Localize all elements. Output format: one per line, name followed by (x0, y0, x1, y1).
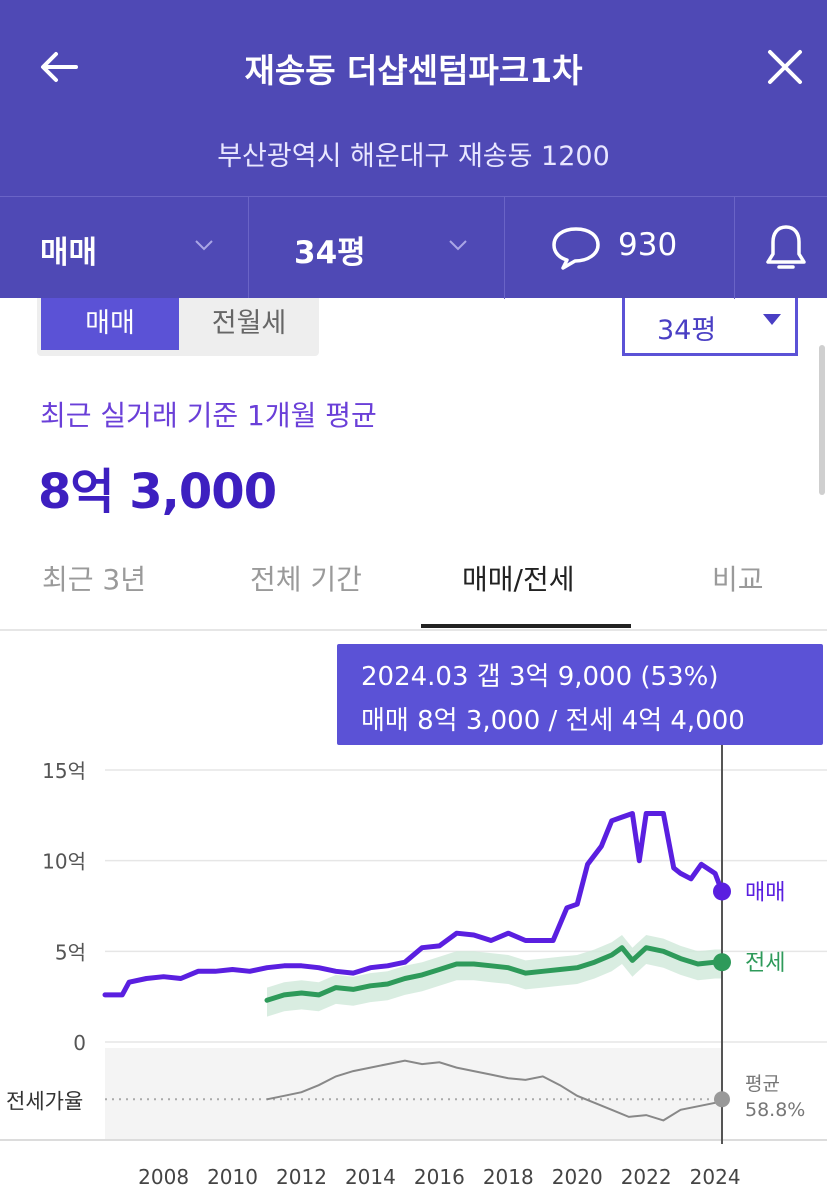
x-tick-label: 2020 (552, 1165, 603, 1189)
x-tick-label: 2010 (207, 1165, 258, 1189)
page-title: 재송동 더샵센텀파크1차 (244, 51, 583, 90)
y-tick-label: 10억 (42, 850, 86, 874)
x-tick-label: 2024 (690, 1165, 741, 1189)
header-bar: 재송동 더샵센텀파크1차 부산광역시 해운대구 재송동 1200 매매 34평 … (0, 0, 827, 299)
tabs-divider (0, 629, 827, 631)
comment-count: 930 (618, 227, 678, 263)
size-dropdown[interactable]: 34평 (248, 197, 505, 299)
x-tick-label: 2018 (483, 1165, 534, 1189)
x-tick-label: 2008 (138, 1165, 189, 1189)
tooltip-price-text: 매매 8억 3,000 / 전세 4억 4,000 (361, 706, 745, 736)
x-tick-label: 2012 (276, 1165, 327, 1189)
chevron-down-icon (195, 240, 213, 251)
jeonse-price-line (264, 945, 725, 1003)
ratio-axis-label: 전세가율 (6, 1089, 83, 1113)
comment-bubble-icon (552, 227, 600, 270)
notification-button[interactable] (734, 197, 827, 299)
y-tick-label: 0 (73, 1031, 86, 1055)
back-arrow-icon[interactable] (36, 44, 82, 90)
tooltip-gap-text: 2024.03 갭 3억 9,000 (53%) (361, 662, 719, 692)
y-tick-label: 5억 (55, 940, 86, 964)
size-select-value: 34평 (657, 315, 717, 346)
sale-series-label: 매매 (745, 880, 785, 905)
chart-tooltip: 2024.03 갭 3억 9,000 (53%) 매매 8억 3,000 / 전… (337, 644, 823, 745)
sale-toggle-button[interactable]: 매매 (41, 298, 179, 350)
tab-full-period[interactable]: 전체 기간 (250, 563, 362, 596)
deal-type-label: 매매 (40, 235, 98, 271)
tab-compare[interactable]: 비교 (712, 563, 764, 596)
x-tick-label: 2014 (345, 1165, 396, 1189)
x-tick-label: 2022 (621, 1165, 672, 1189)
ratio-line (266, 1059, 723, 1122)
jeonse-series-label: 전세 (745, 951, 785, 976)
deal-type-toggle: 매매 전월세 (37, 298, 319, 356)
size-label: 34평 (294, 235, 366, 271)
average-price: 8억 3,000 (38, 464, 277, 520)
active-tab-indicator (421, 624, 631, 628)
dropdown-triangle-icon (763, 314, 781, 325)
comments-button[interactable]: 930 (504, 197, 735, 299)
rent-toggle-button[interactable]: 전월세 (211, 308, 287, 339)
close-icon[interactable] (762, 44, 808, 90)
size-select[interactable]: 34평 (622, 298, 798, 356)
price-chart[interactable]: 15억 10억 5억 0 전세가율 2008 2010 2012 2014 2016 2018 202… (0, 632, 827, 1195)
ratio-average-label: 평균 (745, 1073, 780, 1095)
tab-recent-3-years[interactable]: 최근 3년 (42, 563, 146, 596)
sale-price-line (102, 811, 725, 998)
y-tick-label: 15억 (42, 759, 86, 783)
ratio-end-marker (714, 1091, 730, 1108)
filter-bar: 매매 34평 930 (0, 196, 827, 299)
recent-average-label: 최근 실거래 기준 1개월 평균 (40, 399, 377, 432)
jeonse-end-marker (713, 953, 731, 972)
bell-icon (766, 225, 806, 269)
tab-sale-jeonse[interactable]: 매매/전세 (462, 563, 575, 596)
deal-type-dropdown[interactable]: 매매 (0, 197, 249, 299)
ratio-average-value: 58.8% (745, 1099, 805, 1121)
sale-end-marker (713, 882, 731, 901)
x-tick-label: 2016 (414, 1165, 465, 1189)
scrollbar[interactable] (819, 345, 825, 495)
chevron-down-icon (449, 240, 467, 251)
address-text: 부산광역시 해운대구 재송동 1200 (217, 141, 610, 172)
